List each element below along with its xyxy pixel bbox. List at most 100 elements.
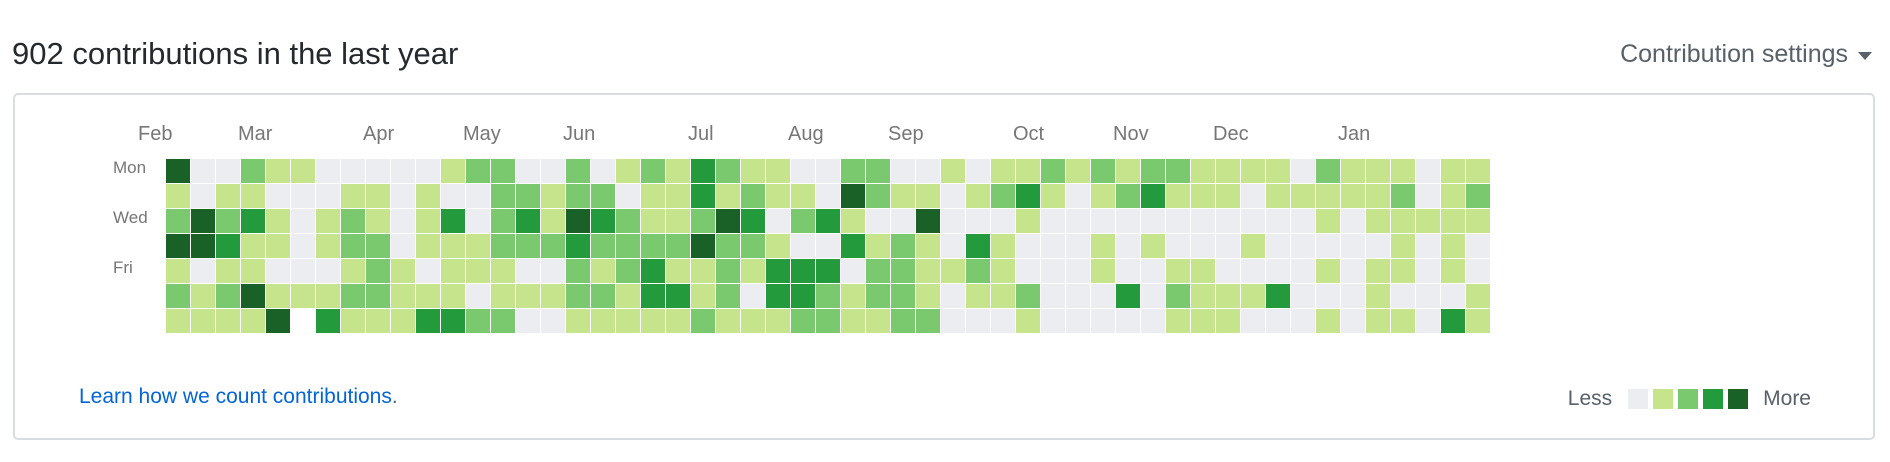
contribution-day-cell[interactable] xyxy=(216,234,240,258)
contribution-day-cell[interactable] xyxy=(1441,209,1465,233)
contribution-day-cell[interactable] xyxy=(966,159,990,183)
contribution-day-cell[interactable] xyxy=(316,259,340,283)
contribution-day-cell[interactable] xyxy=(241,159,265,183)
contribution-day-cell[interactable] xyxy=(341,284,365,308)
contribution-day-cell[interactable] xyxy=(1041,284,1065,308)
contribution-day-cell[interactable] xyxy=(541,234,565,258)
contribution-day-cell[interactable] xyxy=(441,159,465,183)
contribution-day-cell[interactable] xyxy=(966,284,990,308)
contribution-day-cell[interactable] xyxy=(941,184,965,208)
contribution-day-cell[interactable] xyxy=(1141,259,1165,283)
contribution-day-cell[interactable] xyxy=(1416,309,1440,333)
contribution-day-cell[interactable] xyxy=(1066,184,1090,208)
contribution-day-cell[interactable] xyxy=(466,184,490,208)
contribution-day-cell[interactable] xyxy=(1091,184,1115,208)
contribution-day-cell[interactable] xyxy=(991,234,1015,258)
contribution-day-cell[interactable] xyxy=(1366,184,1390,208)
contribution-day-cell[interactable] xyxy=(491,159,515,183)
contribution-day-cell[interactable] xyxy=(416,284,440,308)
contribution-day-cell[interactable] xyxy=(1441,159,1465,183)
contribution-day-cell[interactable] xyxy=(841,284,865,308)
contribution-day-cell[interactable] xyxy=(916,259,940,283)
contribution-day-cell[interactable] xyxy=(1441,309,1465,333)
contribution-day-cell[interactable] xyxy=(1441,234,1465,258)
contribution-day-cell[interactable] xyxy=(1191,309,1215,333)
contribution-day-cell[interactable] xyxy=(941,209,965,233)
contribution-day-cell[interactable] xyxy=(1416,259,1440,283)
contribution-day-cell[interactable] xyxy=(741,259,765,283)
contribution-day-cell[interactable] xyxy=(1366,209,1390,233)
contribution-day-cell[interactable] xyxy=(166,159,190,183)
contribution-day-cell[interactable] xyxy=(866,184,890,208)
contribution-day-cell[interactable] xyxy=(541,184,565,208)
contribution-day-cell[interactable] xyxy=(1166,234,1190,258)
contribution-day-cell[interactable] xyxy=(816,284,840,308)
contribution-day-cell[interactable] xyxy=(816,209,840,233)
contribution-day-cell[interactable] xyxy=(341,159,365,183)
contribution-day-cell[interactable] xyxy=(616,284,640,308)
contribution-day-cell[interactable] xyxy=(791,309,815,333)
contribution-day-cell[interactable] xyxy=(466,284,490,308)
contribution-day-cell[interactable] xyxy=(1441,284,1465,308)
contribution-day-cell[interactable] xyxy=(491,284,515,308)
contribution-day-cell[interactable] xyxy=(266,209,290,233)
contribution-day-cell[interactable] xyxy=(841,209,865,233)
contribution-day-cell[interactable] xyxy=(1166,309,1190,333)
contribution-day-cell[interactable] xyxy=(1341,159,1365,183)
contribution-day-cell[interactable] xyxy=(1141,209,1165,233)
contribution-day-cell[interactable] xyxy=(591,284,615,308)
contribution-day-cell[interactable] xyxy=(291,184,315,208)
contribution-day-cell[interactable] xyxy=(1266,159,1290,183)
contribution-day-cell[interactable] xyxy=(541,284,565,308)
contribution-day-cell[interactable] xyxy=(516,234,540,258)
contribution-day-cell[interactable] xyxy=(1291,259,1315,283)
contribution-day-cell[interactable] xyxy=(1066,309,1090,333)
contribution-day-cell[interactable] xyxy=(691,309,715,333)
contribution-day-cell[interactable] xyxy=(1216,259,1240,283)
contribution-day-cell[interactable] xyxy=(941,259,965,283)
contribution-day-cell[interactable] xyxy=(1141,234,1165,258)
contribution-day-cell[interactable] xyxy=(1466,234,1490,258)
contribution-day-cell[interactable] xyxy=(1041,184,1065,208)
contribution-day-cell[interactable] xyxy=(791,209,815,233)
contribution-day-cell[interactable] xyxy=(666,209,690,233)
contribution-day-cell[interactable] xyxy=(1141,284,1165,308)
contribution-day-cell[interactable] xyxy=(866,209,890,233)
contribution-day-cell[interactable] xyxy=(616,209,640,233)
contribution-day-cell[interactable] xyxy=(591,234,615,258)
contribution-day-cell[interactable] xyxy=(416,309,440,333)
contribution-day-cell[interactable] xyxy=(741,209,765,233)
contribution-day-cell[interactable] xyxy=(716,284,740,308)
contribution-day-cell[interactable] xyxy=(666,259,690,283)
contribution-day-cell[interactable] xyxy=(341,309,365,333)
contribution-day-cell[interactable] xyxy=(1391,284,1415,308)
contribution-day-cell[interactable] xyxy=(366,234,390,258)
contribution-day-cell[interactable] xyxy=(241,284,265,308)
contribution-day-cell[interactable] xyxy=(341,184,365,208)
contribution-day-cell[interactable] xyxy=(241,184,265,208)
contribution-day-cell[interactable] xyxy=(1266,234,1290,258)
contribution-day-cell[interactable] xyxy=(516,309,540,333)
contribution-day-cell[interactable] xyxy=(716,159,740,183)
contribution-day-cell[interactable] xyxy=(1366,159,1390,183)
contribution-day-cell[interactable] xyxy=(816,259,840,283)
contribution-day-cell[interactable] xyxy=(566,159,590,183)
contribution-day-cell[interactable] xyxy=(441,234,465,258)
contribution-day-cell[interactable] xyxy=(691,284,715,308)
contribution-day-cell[interactable] xyxy=(691,259,715,283)
contribution-day-cell[interactable] xyxy=(341,259,365,283)
contribution-day-cell[interactable] xyxy=(916,159,940,183)
contribution-day-cell[interactable] xyxy=(816,309,840,333)
contribution-day-cell[interactable] xyxy=(566,184,590,208)
contribution-day-cell[interactable] xyxy=(1041,234,1065,258)
contribution-day-cell[interactable] xyxy=(891,209,915,233)
contribution-day-cell[interactable] xyxy=(791,159,815,183)
contribution-day-cell[interactable] xyxy=(916,209,940,233)
contribution-day-cell[interactable] xyxy=(466,259,490,283)
contribution-day-cell[interactable] xyxy=(1066,259,1090,283)
contribution-day-cell[interactable] xyxy=(891,159,915,183)
contribution-day-cell[interactable] xyxy=(1291,159,1315,183)
contribution-day-cell[interactable] xyxy=(591,309,615,333)
contribution-day-cell[interactable] xyxy=(266,184,290,208)
contribution-day-cell[interactable] xyxy=(291,309,315,333)
